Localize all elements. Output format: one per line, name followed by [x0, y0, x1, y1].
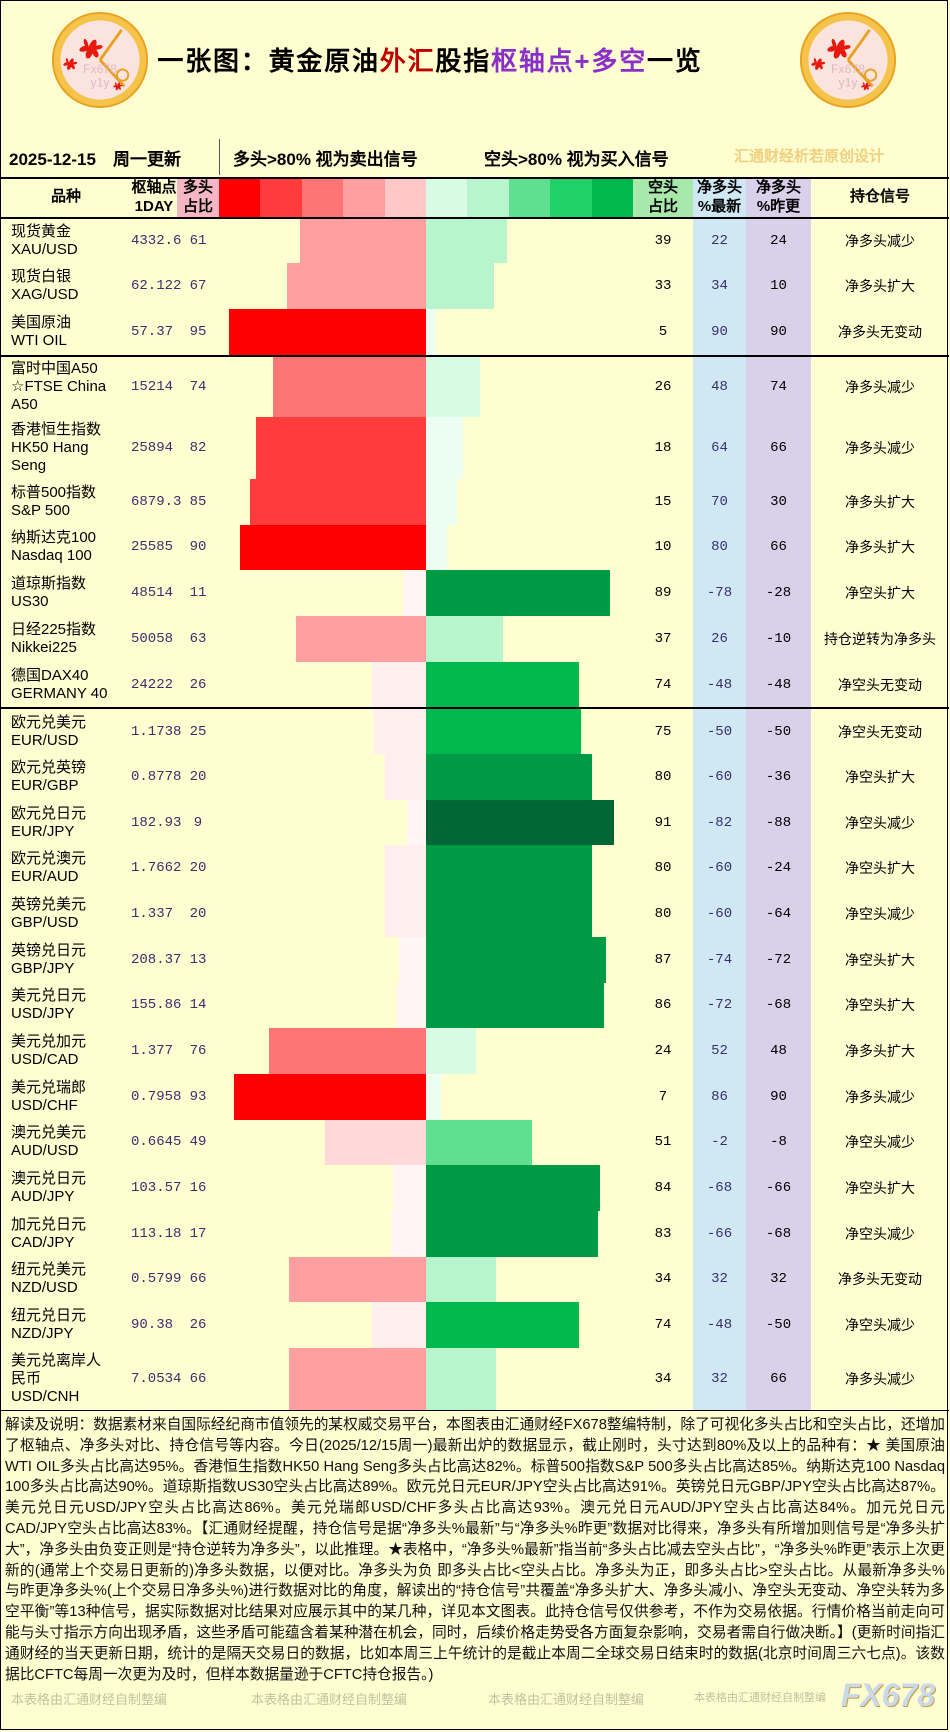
svg-text:y1y: y1y [90, 75, 110, 89]
svg-text:Fx678: Fx678 [831, 62, 865, 76]
svg-text:y1y: y1y [838, 75, 858, 89]
svg-text:Fx678: Fx678 [83, 62, 117, 76]
